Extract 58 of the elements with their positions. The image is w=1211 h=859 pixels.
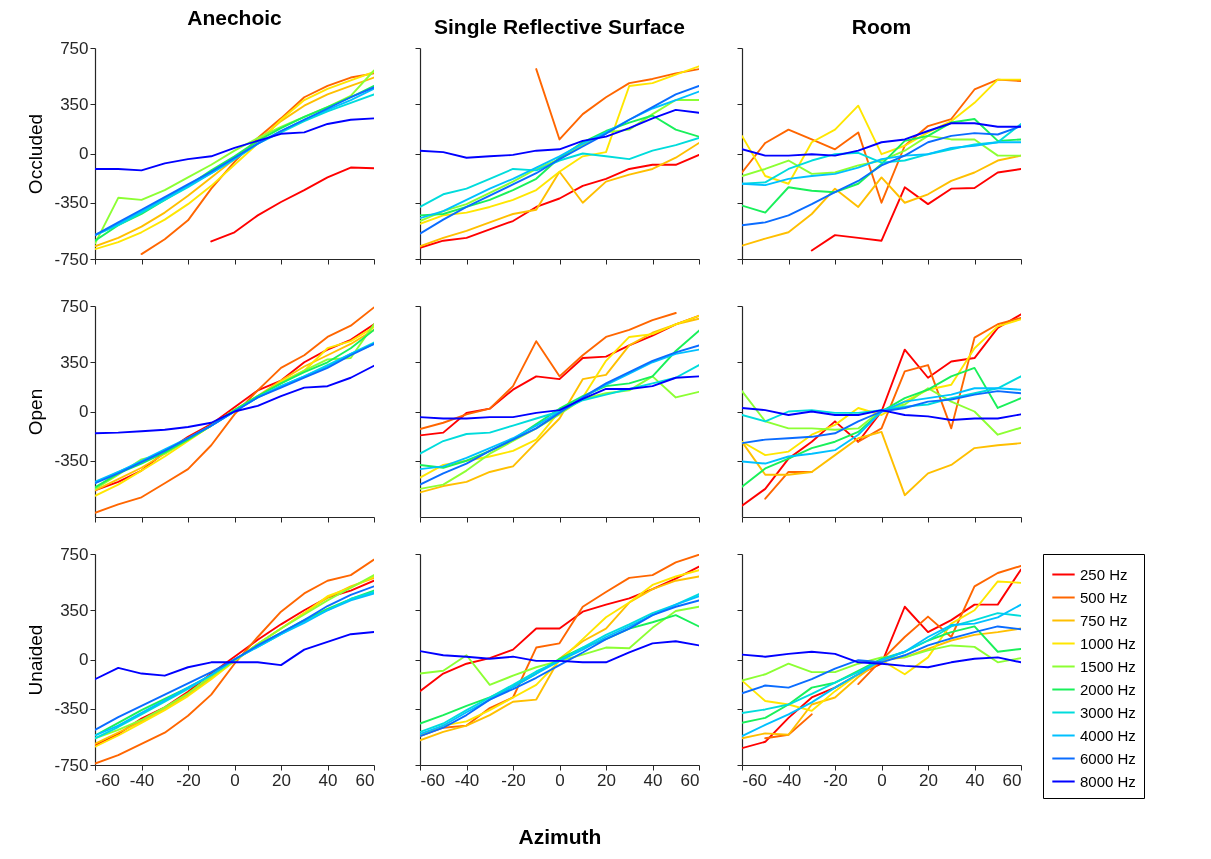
y-tick-label: 350	[60, 352, 89, 372]
line-series	[95, 117, 374, 172]
y-tick-label: -750	[54, 755, 89, 775]
chart-title: Single Reflective Surface	[434, 14, 685, 38]
x-tick-label: 60	[680, 770, 700, 790]
legend-label: 4000 Hz	[1080, 726, 1136, 744]
legend-label: 3000 Hz	[1080, 703, 1136, 721]
line-series	[210, 166, 374, 243]
legend-label: 750 Hz	[1080, 611, 1128, 629]
y-tick-label: 350	[60, 600, 89, 620]
y-tick-label: 750	[60, 38, 89, 58]
x-tick-label: 0	[555, 770, 565, 790]
legend-label: 1500 Hz	[1080, 657, 1136, 675]
y-axis-title: Unaided	[25, 624, 47, 696]
y-tick-label: 0	[79, 650, 89, 669]
legend-label: 500 Hz	[1080, 588, 1128, 606]
y-axis-title: Occluded	[25, 113, 47, 195]
y-tick-label: 350	[60, 94, 89, 114]
y-tick-label: -750	[54, 249, 89, 269]
legend-label: 8000 Hz	[1080, 772, 1136, 790]
legend-label: 6000 Hz	[1080, 749, 1136, 767]
x-tick-label: -60	[742, 770, 768, 790]
x-tick-label: 20	[272, 770, 291, 790]
legend-label: 2000 Hz	[1080, 680, 1136, 698]
x-tick-label: -40	[454, 770, 480, 790]
x-tick-label: -20	[501, 770, 526, 790]
line-series	[95, 631, 374, 681]
line-series	[140, 72, 374, 256]
x-tick-label: 60	[355, 770, 375, 790]
y-tick-label: 0	[79, 144, 89, 163]
x-tick-label: -40	[129, 770, 155, 790]
chart-title: Room	[851, 14, 912, 38]
x-axis-title: Azimuth	[518, 824, 602, 848]
chart-title: Anechoic	[187, 6, 283, 29]
x-tick-label: 40	[965, 770, 985, 790]
y-tick-label: 750	[60, 544, 89, 564]
x-tick-label: 20	[919, 770, 938, 790]
legend-label: 1000 Hz	[1080, 634, 1136, 652]
y-tick-label: -350	[54, 451, 89, 471]
x-tick-label: 40	[643, 770, 663, 790]
x-tick-label: -20	[176, 770, 201, 790]
line-series	[95, 306, 374, 514]
x-tick-label: 20	[597, 770, 616, 790]
y-tick-label: 750	[60, 296, 89, 316]
x-tick-label: 40	[318, 770, 338, 790]
y-axis-title: Open	[25, 388, 47, 436]
legend-label: 250 Hz	[1080, 565, 1128, 583]
y-tick-label: -350	[54, 193, 89, 213]
x-tick-label: 0	[230, 770, 240, 790]
line-series	[95, 364, 374, 435]
x-tick-label: 60	[1002, 770, 1022, 790]
y-tick-label: -350	[54, 699, 89, 719]
x-tick-label: -60	[95, 770, 121, 790]
x-tick-label: -40	[776, 770, 802, 790]
y-tick-label: 0	[79, 402, 89, 421]
x-tick-label: -60	[420, 770, 446, 790]
x-tick-label: -20	[823, 770, 848, 790]
x-tick-label: 0	[877, 770, 887, 790]
